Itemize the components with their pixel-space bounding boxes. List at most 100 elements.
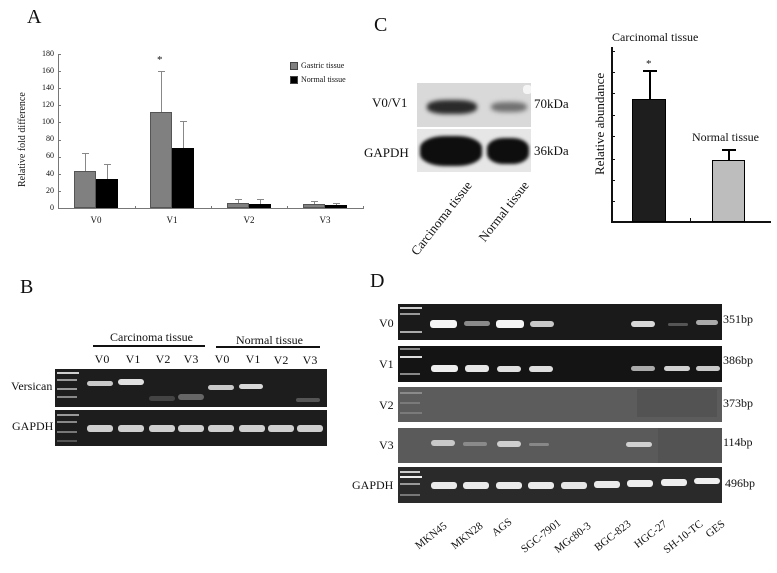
ladder-band	[400, 373, 420, 375]
gel-row-label: V0	[379, 316, 394, 330]
error-cap	[104, 164, 111, 165]
group-label: Normal tissue	[236, 333, 303, 347]
bar-label-normal: Normal tissue	[692, 130, 759, 144]
bar-normal	[712, 160, 745, 222]
gel-row-label: GAPDH	[352, 478, 394, 492]
gel-row-label: V1	[379, 357, 394, 371]
error-bar	[238, 199, 239, 203]
error-cap	[180, 121, 187, 122]
ytick	[611, 51, 615, 52]
gel-artifact	[637, 389, 717, 417]
blot-spot	[523, 85, 531, 94]
gel-band	[149, 425, 175, 432]
panel-a-ylabel: Relative fold difference	[17, 92, 28, 187]
gel-row-label: GAPDH	[12, 419, 54, 433]
error-bar	[183, 121, 184, 148]
ytick	[611, 72, 615, 73]
gel-row-label: V2	[379, 398, 394, 412]
x-axis	[611, 221, 771, 223]
gel-band	[530, 321, 554, 327]
ytick	[611, 180, 615, 181]
error-bar	[314, 201, 315, 204]
ytick-label: 20	[46, 186, 54, 195]
xcat-label: V0	[90, 215, 102, 225]
ytick	[611, 159, 615, 160]
gel-band	[661, 479, 687, 486]
gel-band	[239, 425, 265, 432]
gel-band	[208, 385, 234, 390]
ytick-label: 80	[46, 134, 54, 143]
gel-band	[497, 366, 521, 372]
ytick-label: 140	[42, 83, 54, 92]
ytick	[58, 191, 61, 192]
gel-band	[496, 482, 522, 489]
significance-star: *	[157, 54, 163, 66]
gel-band	[696, 366, 720, 371]
gel-band	[431, 482, 457, 489]
ladder-band	[400, 412, 422, 414]
gel-size-label: 114bp	[723, 435, 753, 449]
bar-gastric-v2	[227, 203, 249, 208]
ytick	[611, 115, 615, 116]
gel-band	[431, 365, 458, 372]
gel-size-label: 373bp	[723, 396, 753, 410]
group-line	[216, 346, 320, 348]
blot-band	[487, 138, 529, 164]
ladder-band	[400, 331, 422, 333]
error-cap	[333, 203, 340, 204]
xtick	[211, 206, 212, 209]
lane-label: V1	[245, 352, 261, 366]
error-bar	[161, 71, 162, 112]
ladder-band	[57, 421, 77, 423]
ladder-band	[57, 440, 77, 442]
gel-band	[465, 365, 489, 372]
bar-gastric-v1	[150, 112, 172, 208]
error-bar	[728, 149, 730, 160]
gel-band	[149, 396, 175, 401]
ladder-band	[57, 372, 79, 374]
gel-row-label: V3	[379, 438, 394, 452]
error-cap	[257, 199, 264, 200]
ytick-label: 60	[46, 151, 54, 160]
ytick-label: 40	[46, 169, 54, 178]
ytick	[58, 122, 61, 123]
ladder-band	[400, 471, 420, 473]
ytick-label: 180	[42, 49, 54, 58]
gel-band	[529, 366, 553, 372]
gel-band	[178, 394, 204, 400]
lane-label: V1	[125, 352, 141, 366]
error-cap	[82, 153, 89, 154]
y-axis	[611, 47, 613, 223]
ytick	[58, 105, 61, 106]
ladder-band	[57, 431, 77, 433]
gel-size-label: 351bp	[723, 312, 753, 326]
lane-label: V3	[183, 352, 199, 366]
gel-band	[268, 425, 294, 432]
error-cap	[235, 199, 242, 200]
gel-band	[463, 482, 489, 489]
ytick	[611, 201, 615, 202]
bar-normal-v3	[325, 205, 347, 208]
lane-label: V0	[94, 352, 110, 366]
blot-gapdh	[417, 129, 531, 172]
gel-gapdh-d	[398, 467, 722, 503]
xtick	[690, 218, 691, 222]
gel-band	[87, 381, 113, 386]
gel-band	[296, 398, 320, 402]
blot-lane-label: Carcinoma tissue	[407, 178, 475, 259]
significance-star: *	[646, 58, 652, 70]
gel-band	[561, 482, 587, 489]
gel-band	[464, 321, 490, 326]
gel-band	[664, 366, 690, 371]
ladder-band	[400, 494, 420, 496]
panel-c-letter: C	[374, 14, 388, 36]
gel-row-label: Versican	[11, 379, 53, 393]
blot-size-label: 36kDa	[534, 143, 569, 158]
ladder-band	[57, 396, 77, 398]
gel-band	[208, 425, 234, 432]
error-cap	[311, 201, 318, 202]
gel-band	[297, 425, 323, 432]
error-cap	[158, 71, 165, 72]
blot-row-label: V0/V1	[372, 95, 408, 110]
error-bar	[85, 153, 86, 171]
